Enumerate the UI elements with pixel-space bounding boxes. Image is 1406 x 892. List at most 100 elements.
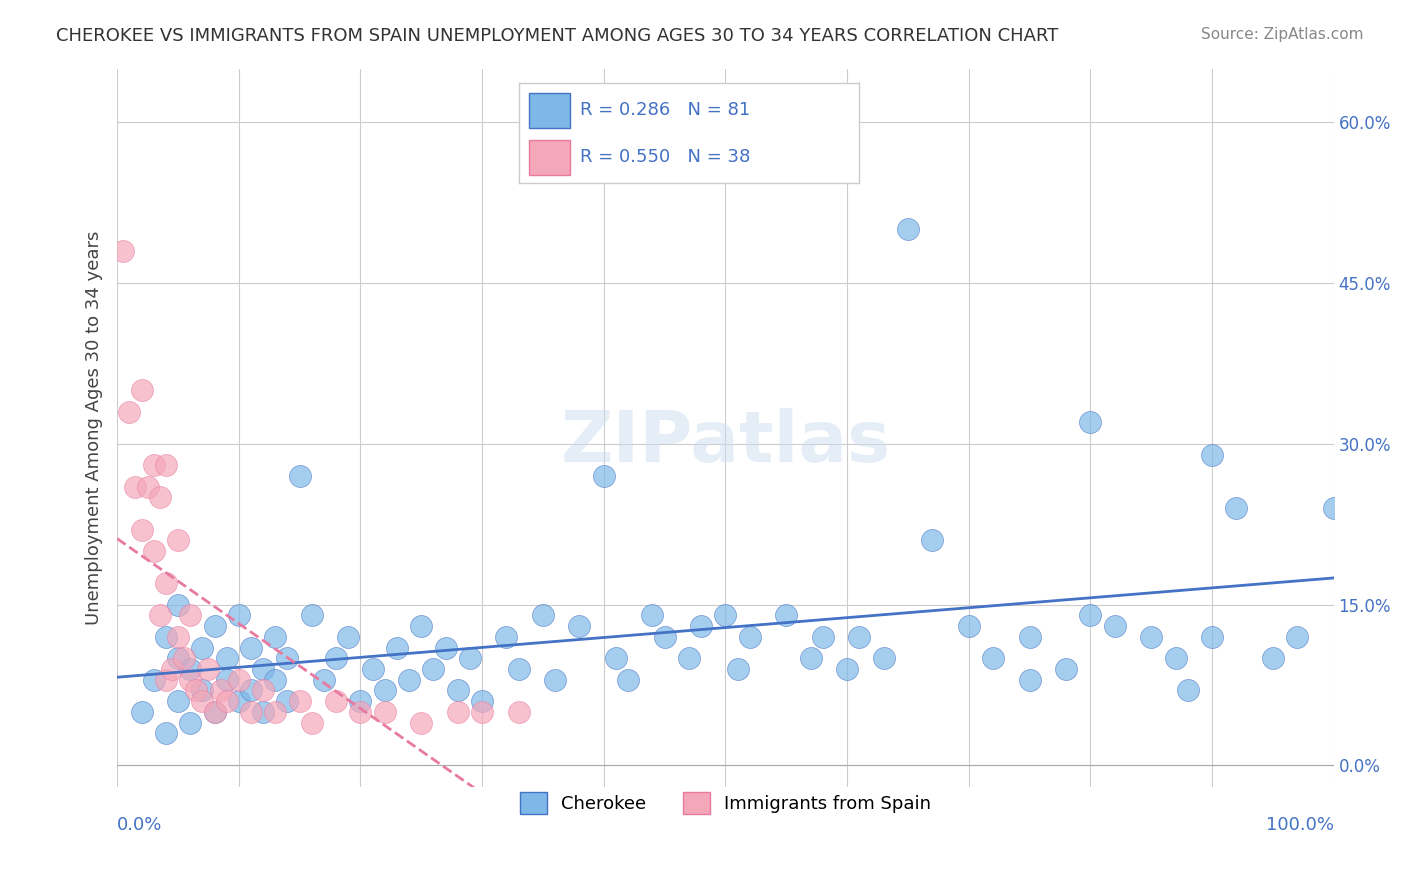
- Point: [690, 619, 713, 633]
- Point: [531, 608, 554, 623]
- Point: [835, 662, 858, 676]
- Point: [337, 630, 360, 644]
- Point: [209, 683, 232, 698]
- Point: [897, 222, 920, 236]
- Point: [1164, 651, 1187, 665]
- Point: [385, 640, 408, 655]
- Point: [775, 608, 797, 623]
- Point: [921, 533, 943, 548]
- Point: [167, 598, 190, 612]
- Point: [240, 640, 263, 655]
- Point: [124, 480, 146, 494]
- Point: [155, 458, 177, 473]
- Point: [167, 533, 190, 548]
- Point: [142, 544, 165, 558]
- Point: [301, 715, 323, 730]
- Point: [361, 662, 384, 676]
- Point: [447, 705, 470, 719]
- Point: [312, 673, 335, 687]
- Point: [374, 683, 396, 698]
- Point: [872, 651, 894, 665]
- Point: [654, 630, 676, 644]
- Point: [1201, 630, 1223, 644]
- Point: [215, 694, 238, 708]
- Point: [179, 662, 201, 676]
- Point: [349, 694, 371, 708]
- Point: [1225, 501, 1247, 516]
- Text: 100.0%: 100.0%: [1265, 815, 1334, 834]
- Point: [167, 630, 190, 644]
- Legend: Cherokee, Immigrants from Spain: Cherokee, Immigrants from Spain: [513, 785, 938, 821]
- Point: [411, 619, 433, 633]
- Point: [1054, 662, 1077, 676]
- Point: [179, 608, 201, 623]
- Point: [1140, 630, 1163, 644]
- Y-axis label: Unemployment Among Ages 30 to 34 years: Unemployment Among Ages 30 to 34 years: [86, 230, 103, 625]
- Point: [1078, 608, 1101, 623]
- Text: 0.0%: 0.0%: [117, 815, 163, 834]
- Point: [811, 630, 834, 644]
- Point: [240, 705, 263, 719]
- Point: [228, 608, 250, 623]
- Point: [1323, 501, 1346, 516]
- Point: [204, 705, 226, 719]
- Point: [981, 651, 1004, 665]
- Text: Source: ZipAtlas.com: Source: ZipAtlas.com: [1201, 27, 1364, 42]
- Point: [349, 705, 371, 719]
- Point: [738, 630, 761, 644]
- Point: [325, 694, 347, 708]
- Point: [204, 619, 226, 633]
- Point: [186, 683, 208, 698]
- Point: [800, 651, 823, 665]
- Point: [422, 662, 444, 676]
- Point: [167, 694, 190, 708]
- Point: [411, 715, 433, 730]
- Point: [508, 662, 530, 676]
- Text: ZIPatlas: ZIPatlas: [561, 408, 890, 476]
- Point: [149, 608, 172, 623]
- Point: [252, 662, 274, 676]
- Point: [142, 673, 165, 687]
- Point: [592, 469, 614, 483]
- Point: [228, 673, 250, 687]
- Point: [301, 608, 323, 623]
- Point: [1018, 630, 1040, 644]
- Point: [276, 694, 298, 708]
- Point: [155, 630, 177, 644]
- Point: [240, 683, 263, 698]
- Point: [727, 662, 749, 676]
- Point: [1261, 651, 1284, 665]
- Point: [191, 640, 214, 655]
- Point: [155, 576, 177, 591]
- Point: [495, 630, 517, 644]
- Point: [179, 715, 201, 730]
- Text: CHEROKEE VS IMMIGRANTS FROM SPAIN UNEMPLOYMENT AMONG AGES 30 TO 34 YEARS CORRELA: CHEROKEE VS IMMIGRANTS FROM SPAIN UNEMPL…: [56, 27, 1059, 45]
- Point: [131, 383, 153, 397]
- Point: [264, 630, 287, 644]
- Point: [276, 651, 298, 665]
- Point: [398, 673, 420, 687]
- Point: [544, 673, 567, 687]
- Point: [264, 673, 287, 687]
- Point: [160, 662, 183, 676]
- Point: [714, 608, 737, 623]
- Point: [167, 651, 190, 665]
- Point: [288, 469, 311, 483]
- Point: [447, 683, 470, 698]
- Point: [204, 705, 226, 719]
- Point: [252, 705, 274, 719]
- Point: [191, 694, 214, 708]
- Point: [142, 458, 165, 473]
- Point: [1078, 415, 1101, 429]
- Point: [641, 608, 664, 623]
- Point: [173, 651, 195, 665]
- Point: [1286, 630, 1309, 644]
- Point: [136, 480, 159, 494]
- Point: [215, 673, 238, 687]
- Point: [191, 683, 214, 698]
- Point: [1018, 673, 1040, 687]
- Point: [252, 683, 274, 698]
- Point: [197, 662, 219, 676]
- Point: [155, 726, 177, 740]
- Point: [149, 491, 172, 505]
